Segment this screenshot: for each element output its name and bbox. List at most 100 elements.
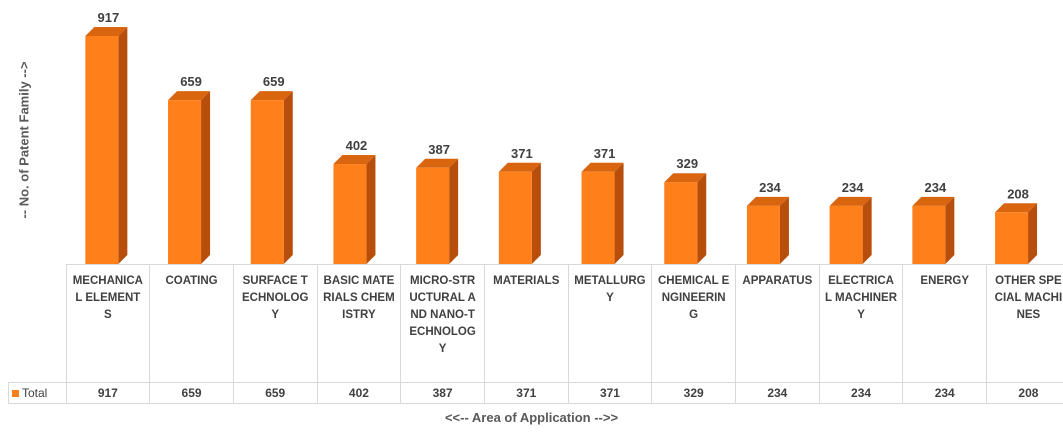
bar [168,91,211,264]
category-cell: METALLURGY [567,264,653,383]
bar [664,173,707,264]
bar-top [498,162,541,172]
value-cell: 659 [232,382,318,404]
data-label: 371 [511,146,533,161]
value-cell: 659 [149,382,234,404]
bar-front [746,205,780,264]
bar-side [697,173,707,264]
bar [746,196,789,264]
value-row: Total 917 659 659 402 387 371 371 329 234 234 234 2… [8,382,1063,404]
bar [250,91,293,264]
category-cell: ELECTRICAL MACHINERY [818,264,904,383]
tick-label: OTHER SPECIAL MACHINES [994,275,1063,321]
bar-front [912,205,946,264]
bar-top [416,158,459,168]
bar-top [995,203,1038,213]
category-cell: COATING [149,264,234,383]
category-cell: OTHER SPECIAL MACHINES [986,264,1063,383]
bar-side [366,155,376,264]
bar [85,27,128,264]
bar-front [168,100,202,264]
bar [995,203,1038,264]
bar-top [168,91,211,101]
legend-entry: Total [8,382,67,404]
value-cell: 371 [483,382,569,404]
bar [416,158,459,264]
data-label: 208 [1007,186,1029,201]
bar-top [581,162,624,172]
tick-label: ELECTRICAL MACHINERY [825,275,898,321]
value-cell: 917 [65,382,151,404]
value-cell: 234 [735,382,820,404]
bar-side [862,196,872,264]
category-cell: MECHANICAL ELEMENTS [65,264,151,383]
bar-front [416,167,450,264]
bar-side [531,162,541,264]
tick-label: METALLURGY [574,275,646,304]
bar [829,196,872,264]
category-cell: MICRO-STRUCTURAL AND NANO-TECHNOLOGY [400,264,485,383]
bar-top [912,196,955,206]
data-label: 917 [97,10,119,25]
value-cell: 234 [818,382,904,404]
bar-chart: 917 659 659 402 387 371 371 329 234 234 234 208 [85,10,1038,264]
tick-label: BASIC MATERIALS CHEMISTRY [323,275,395,321]
bar-top [333,155,376,165]
bar-front [498,171,532,264]
bar-side [779,196,789,264]
bar [498,162,541,264]
data-table: MECHANICAL ELEMENTS COATING SURFACE TECHNO… [8,264,1063,404]
bar [581,162,624,264]
value-cell: 208 [986,382,1063,404]
data-label: 329 [676,156,698,171]
tick-label: APPARATUS [742,275,813,287]
data-label: 234 [759,180,781,195]
bar [912,196,955,264]
bar-top [85,27,128,36]
bar-front [829,205,863,264]
bar-front [333,164,367,264]
bar-top [664,173,707,183]
bar-front [250,100,284,264]
tick-label: COATING [165,275,218,287]
bar-top [250,91,293,101]
bar-side [1028,203,1038,264]
bar-side [118,27,128,264]
bar-side [945,196,955,264]
category-cell: APPARATUS [735,264,820,383]
bar-side [201,91,211,264]
bar-top [829,196,872,206]
bar-side [283,91,293,264]
bar-front [995,212,1029,264]
value-cell: 329 [651,382,736,404]
tick-label: CHEMICAL ENGINEERING [657,275,730,321]
data-label: 371 [594,146,616,161]
x-axis-label: <<-- Area of Application -->> [444,410,619,425]
value-cell: 371 [567,382,653,404]
bar-side [614,162,624,264]
category-cell: SURFACE TECHNOLOGY [232,264,318,383]
table-corner [8,264,67,383]
data-label: 659 [263,74,285,89]
bar-top [746,196,789,206]
category-cell: CHEMICAL ENGINEERING [651,264,736,383]
bar-front [85,36,119,264]
category-cell: ENERGY [902,264,988,383]
data-label: 387 [428,142,450,157]
bar-side [449,158,459,264]
data-label: 234 [924,180,946,195]
bar-front [664,182,698,264]
tick-label: MECHANICAL ELEMENTS [72,275,143,321]
data-label: 659 [180,74,202,89]
tick-label: MICRO-STRUCTURAL AND NANO-TECHNOLOGY [409,275,476,355]
data-label: 234 [842,180,864,195]
legend-swatch [12,390,19,398]
bar [333,155,376,264]
value-cell: 402 [316,382,402,404]
bar-front [581,171,615,264]
value-cell: 387 [400,382,485,404]
data-label: 402 [346,138,368,153]
tick-label: ENERGY [920,275,969,287]
category-cell: MATERIALS [483,264,569,383]
tick-label: MATERIALS [493,275,560,287]
